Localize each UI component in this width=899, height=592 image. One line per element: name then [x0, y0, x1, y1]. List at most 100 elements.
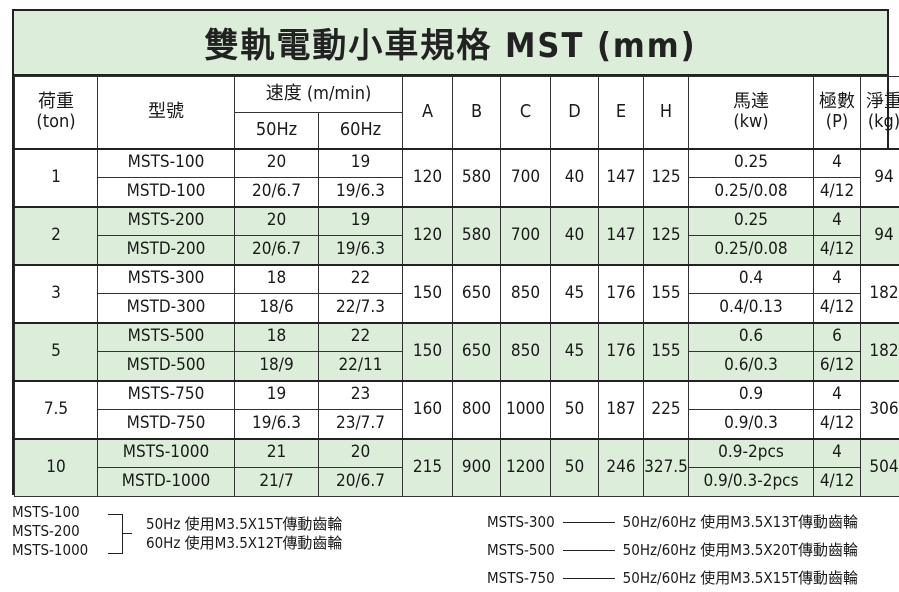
cell-poles: 4 [813, 205, 861, 236]
cell-poles: 4/12 [813, 177, 861, 207]
cell-dim-c: 700 [500, 205, 551, 265]
table-row: 2 MSTS-200 20 19 120 580 700 40 147 125 0.25 4 94 [14, 205, 899, 265]
cell-dim-e: 176 [598, 263, 644, 323]
notes-left-models: MSTS-100 MSTS-200 MSTS-1000 [12, 503, 88, 560]
bracket-tick [122, 533, 132, 534]
cell-speed-50hz: 18 [234, 263, 319, 294]
cell-speed-60hz: 19 [318, 205, 403, 236]
table-row: MSTD-200 20/6.7 19/6.3 0.25/0.08 4/12 [15, 235, 899, 265]
note-model: MSTS-500 [487, 541, 555, 559]
cell-model: MSTS-500 [97, 321, 235, 352]
cell-dim-c: 1200 [500, 437, 551, 497]
cell-motor-kw: 0.25/0.08 [688, 235, 814, 265]
cell-model: MSTD-100 [97, 177, 235, 207]
cell-speed-60hz: 22/7.3 [318, 293, 403, 323]
cell-dim-h: 125 [643, 205, 689, 265]
cell-poles: 6/12 [813, 351, 861, 381]
cell-dim-c: 850 [500, 263, 551, 323]
cell-poles: 4 [813, 437, 861, 468]
notes-right: MSTS-300 50Hz/60Hz 使用M3.5X13T傳動齒輪 MSTS-50… [487, 508, 858, 592]
cell-model: MSTS-1000 [97, 437, 235, 468]
cell-load: 2 [14, 205, 98, 265]
cell-poles: 4/12 [813, 467, 861, 497]
bracket [108, 514, 123, 554]
cell-poles: 6 [813, 321, 861, 352]
cell-dim-e: 246 [598, 437, 644, 497]
header-c: C [500, 76, 551, 149]
note-row: MSTS-750 50Hz/60Hz 使用M3.5X15T傳動齒輪 [487, 564, 858, 592]
header-h: H [643, 76, 689, 149]
header-50hz: 50Hz [234, 112, 319, 149]
cell-motor-kw: 0.4 [688, 263, 814, 294]
spec-table-frame: 雙軌電動小車規格 MST (mm) 荷重 (ton) 型號 速度 (m/min) … [12, 9, 899, 497]
cell-model: MSTD-200 [97, 235, 235, 265]
cell-dim-a: 120 [402, 147, 453, 207]
cell-speed-50hz: 21/7 [234, 467, 319, 497]
cell-dim-e: 176 [598, 321, 644, 381]
cell-dim-c: 700 [500, 147, 551, 207]
connector-line [562, 522, 615, 523]
cell-dim-a: 120 [402, 205, 453, 265]
header-speed: 速度 (m/min) [234, 76, 403, 113]
cell-speed-60hz: 22/11 [318, 351, 403, 381]
cell-speed-60hz: 22 [318, 321, 403, 352]
note-text: 50Hz/60Hz 使用M3.5X15T傳動齒輪 [622, 569, 859, 587]
cell-model: MSTS-750 [97, 379, 235, 410]
cell-speed-50hz: 21 [234, 437, 319, 468]
cell-dim-h: 155 [643, 321, 689, 381]
header-load: 荷重 (ton) [14, 76, 98, 149]
notes-left-lines: 50Hz 使用M3.5X15T傳動齒輪 60Hz 使用M3.5X12T傳動齒輪 [146, 515, 342, 553]
cell-model: MSTS-300 [97, 263, 235, 294]
cell-weight: 182 [860, 321, 899, 381]
note-model: MSTS-1000 [12, 541, 89, 559]
cell-speed-50hz: 20/6.7 [234, 177, 319, 207]
cell-motor-kw: 0.25 [688, 147, 814, 178]
cell-poles: 4/12 [813, 409, 861, 439]
cell-dim-d: 45 [550, 263, 599, 323]
cell-speed-50hz: 18/9 [234, 351, 319, 381]
header-weight: 淨重 (kg) [860, 76, 899, 149]
cell-model: MSTD-500 [97, 351, 235, 381]
cell-poles: 4 [813, 147, 861, 178]
header-a: A [402, 76, 453, 149]
header-poles: 極數 (P) [813, 76, 861, 149]
note-gear-50hz: 50Hz 使用M3.5X15T傳動齒輪 [146, 515, 343, 533]
table-row: 10 MSTS-1000 21 20 215 900 1200 50 246 327.5 0.9-2… [14, 437, 899, 497]
note-gear-60hz: 60Hz 使用M3.5X12T傳動齒輪 [146, 534, 343, 552]
cell-motor-kw: 0.4/0.13 [688, 293, 814, 323]
header-d: D [550, 76, 599, 149]
cell-dim-b: 580 [452, 205, 501, 265]
table-row: MSTD-1000 21/7 20/6.7 0.9/0.3-2pcs 4/12 [15, 467, 899, 497]
cell-dim-h: 327.5 [643, 437, 689, 497]
cell-dim-e: 187 [598, 379, 644, 439]
cell-dim-a: 150 [402, 321, 453, 381]
cell-load: 3 [14, 263, 98, 323]
cell-weight: 94 [860, 147, 899, 207]
cell-speed-60hz: 23/7.7 [318, 409, 403, 439]
table-row: 3 MSTS-300 18 22 150 650 850 45 176 155 0.4 4 182 [14, 263, 899, 323]
cell-dim-h: 125 [643, 147, 689, 207]
cell-dim-d: 50 [550, 437, 599, 497]
note-row: MSTS-500 50Hz/60Hz 使用M3.5X20T傳動齒輪 [487, 536, 858, 564]
header-b: B [452, 76, 501, 149]
cell-dim-b: 800 [452, 379, 501, 439]
cell-dim-b: 650 [452, 321, 501, 381]
cell-motor-kw: 0.9/0.3 [688, 409, 814, 439]
cell-dim-h: 155 [643, 263, 689, 323]
cell-dim-a: 160 [402, 379, 453, 439]
cell-dim-d: 50 [550, 379, 599, 439]
cell-model: MSTS-200 [97, 205, 235, 236]
cell-weight: 94 [860, 205, 899, 265]
note-model: MSTS-200 [12, 522, 80, 540]
cell-weight: 306 [860, 379, 899, 439]
cell-dim-e: 147 [598, 205, 644, 265]
table-row: MSTD-500 18/9 22/11 0.6/0.3 6/12 [15, 351, 899, 381]
table-row: 7.5 MSTS-750 19 23 160 800 1000 50 187 225 0.9 4 306 [14, 379, 899, 439]
cell-motor-kw: 0.6 [688, 321, 814, 352]
cell-speed-50hz: 20/6.7 [234, 235, 319, 265]
table-row: MSTD-750 19/6.3 23/7.7 0.9/0.3 4/12 [15, 409, 899, 439]
cell-weight: 182 [860, 263, 899, 323]
table-row: 1 MSTS-100 20 19 120 580 700 40 147 125 0.25 4 94 [14, 147, 899, 207]
spec-table: 荷重 (ton) 型號 速度 (m/min) A B C D E H 馬達 (kw)… [14, 76, 899, 497]
cell-speed-60hz: 19 [318, 147, 403, 178]
